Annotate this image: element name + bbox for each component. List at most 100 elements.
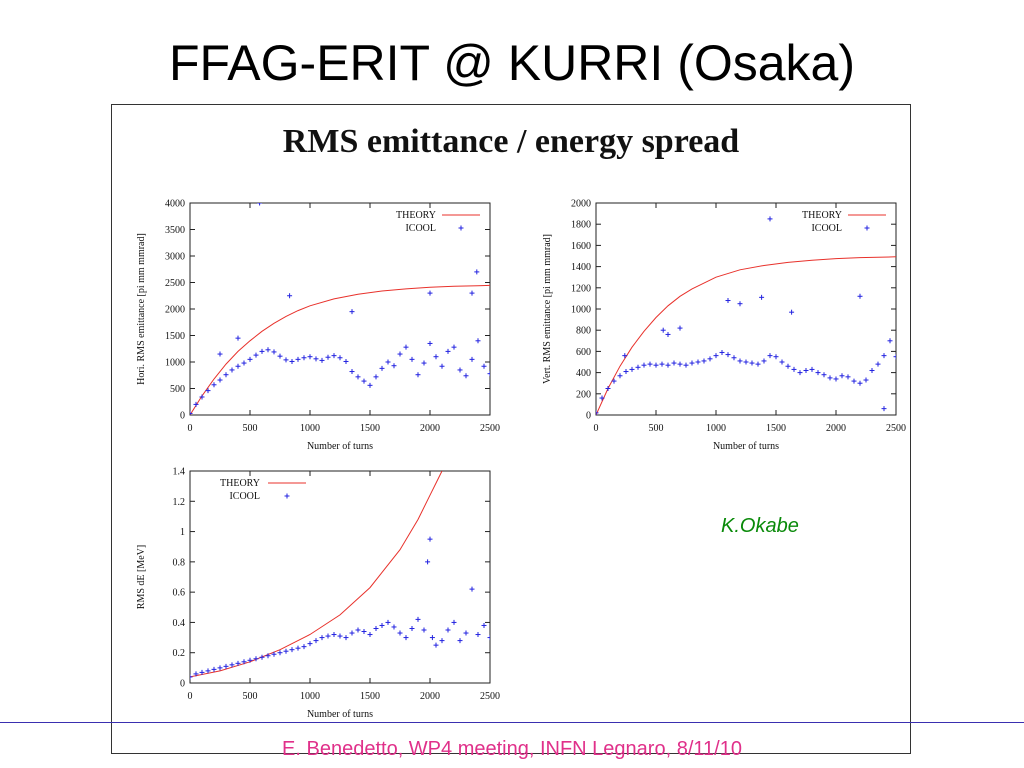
icool-point xyxy=(481,622,487,628)
vert-emittance-chart: 0 500 1000 1500 2000 2500 0 200 400 600 800 1000 120… xyxy=(542,199,906,453)
icool-point xyxy=(235,363,241,369)
y-tick-label: 1 xyxy=(180,527,185,538)
icool-point xyxy=(241,360,247,366)
x-tick-label: 1000 xyxy=(300,691,320,702)
icool-point xyxy=(217,351,223,357)
icool-point xyxy=(425,559,431,565)
icool-point xyxy=(665,362,671,368)
icool-point xyxy=(839,373,845,379)
icool-point xyxy=(403,635,409,641)
icool-point xyxy=(869,367,875,373)
icool-point xyxy=(623,369,629,375)
x-tick-label: 2500 xyxy=(480,691,500,702)
y-tick-label: 3500 xyxy=(165,225,185,236)
icool-point xyxy=(193,671,199,677)
icool-point xyxy=(211,666,217,672)
icool-point xyxy=(725,298,731,304)
icool-point xyxy=(851,378,857,384)
icool-point xyxy=(355,627,361,633)
slide-title: FFAG-ERIT @ KURRI (Osaka) xyxy=(168,35,855,91)
icool-point xyxy=(205,388,211,394)
icool-point xyxy=(881,406,887,412)
icool-point xyxy=(307,354,313,360)
icool-point xyxy=(373,374,379,380)
icool-point xyxy=(277,650,283,656)
icool-point xyxy=(217,665,223,671)
icool-point xyxy=(665,331,671,337)
icool-point xyxy=(361,378,367,384)
icool-point xyxy=(427,340,433,346)
icool-point xyxy=(457,638,463,644)
icool-point xyxy=(439,638,445,644)
icool-point xyxy=(596,410,599,415)
legend-label: THEORY xyxy=(802,210,842,221)
icool-point xyxy=(271,651,277,657)
x-tick-label: 2500 xyxy=(886,423,906,434)
icool-point xyxy=(647,361,653,367)
icool-point xyxy=(731,355,737,361)
y-tick-label: 1.2 xyxy=(173,497,186,508)
icool-point xyxy=(611,378,617,384)
icool-point xyxy=(629,366,635,372)
icool-point xyxy=(789,309,795,315)
icool-point xyxy=(695,359,701,365)
icool-point xyxy=(683,362,689,368)
icool-point xyxy=(827,375,833,381)
y-tick-label: 2000 xyxy=(165,305,185,316)
icool-point xyxy=(863,377,869,383)
icool-point xyxy=(857,293,863,299)
theory-line xyxy=(190,471,443,678)
icool-point xyxy=(229,662,235,668)
icool-point xyxy=(887,338,893,344)
icool-point xyxy=(349,369,355,375)
icool-point xyxy=(445,627,451,633)
icool-point xyxy=(367,382,373,388)
icool-point xyxy=(385,359,391,365)
icool-point xyxy=(223,663,229,669)
icool-point xyxy=(475,338,481,344)
icool-point xyxy=(881,353,887,359)
icool-point xyxy=(190,410,193,415)
icool-point xyxy=(833,376,839,382)
icool-point xyxy=(313,356,319,362)
x-tick-label: 500 xyxy=(649,423,664,434)
icool-point xyxy=(265,653,271,659)
icool-point xyxy=(893,354,896,360)
icool-point xyxy=(737,358,743,364)
icool-point xyxy=(319,635,325,641)
icool-point xyxy=(259,654,265,660)
x-axis-label: Number of turns xyxy=(307,441,373,452)
icool-point xyxy=(190,674,193,680)
icool-point xyxy=(617,373,623,379)
icool-point xyxy=(337,355,343,361)
icool-point xyxy=(403,344,409,350)
icool-point xyxy=(277,353,283,359)
icool-point xyxy=(677,361,683,367)
y-tick-label: 200 xyxy=(576,389,591,400)
legend-swatch-point xyxy=(864,225,870,231)
icool-point xyxy=(463,630,469,636)
icool-point xyxy=(319,357,325,363)
icool-point xyxy=(379,365,385,371)
y-tick-label: 0.6 xyxy=(173,588,186,599)
icool-point xyxy=(421,627,427,633)
icool-point xyxy=(427,290,433,296)
icool-point xyxy=(767,216,773,222)
legend-label: ICOOL xyxy=(229,491,260,502)
y-axis-label: Vert. RMS emittance [pi mm mmrad] xyxy=(542,234,553,384)
x-axis-label: Number of turns xyxy=(713,441,779,452)
icool-point xyxy=(445,348,451,354)
x-tick-label: 0 xyxy=(188,691,193,702)
icool-point xyxy=(701,358,707,364)
icool-point xyxy=(229,367,235,373)
icool-point xyxy=(295,645,301,651)
x-tick-label: 1500 xyxy=(360,691,380,702)
y-tick-label: 1000 xyxy=(165,358,185,369)
y-tick-label: 1600 xyxy=(571,241,591,252)
icool-point xyxy=(373,625,379,631)
icool-point xyxy=(785,363,791,369)
icool-point xyxy=(265,347,271,353)
icool-point xyxy=(481,363,487,369)
icool-point xyxy=(349,630,355,636)
y-tick-label: 1200 xyxy=(571,283,591,294)
